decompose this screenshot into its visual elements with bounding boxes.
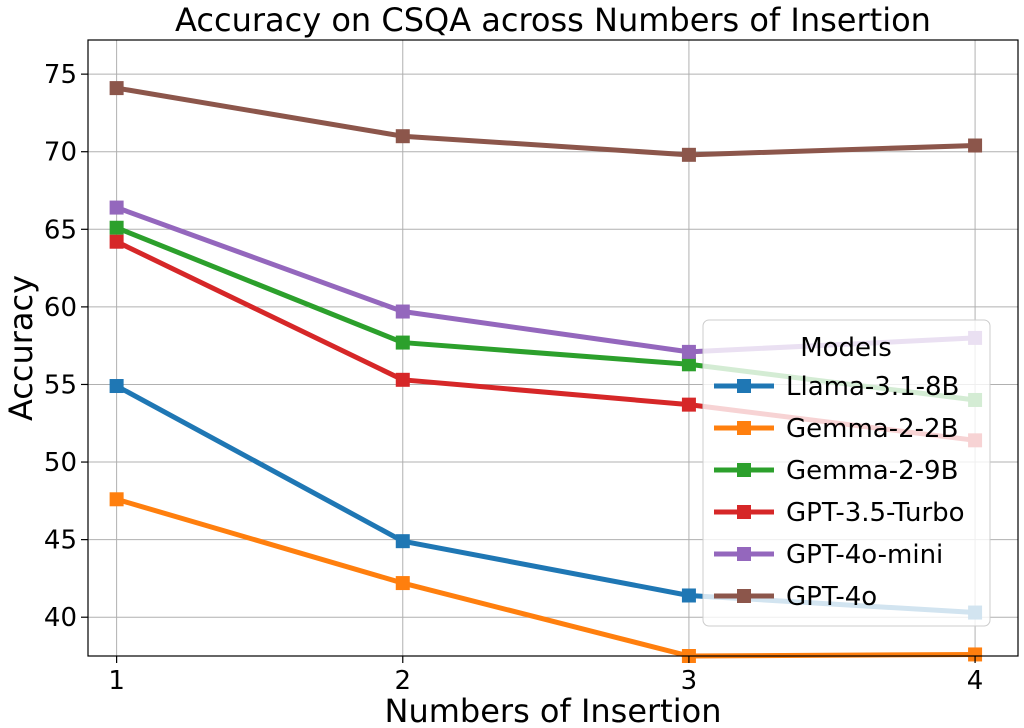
data-point xyxy=(681,357,696,372)
axis-ticks: 1 2 3 4 40 45 50 55 60 65 70 75 xyxy=(44,60,983,696)
legend-box xyxy=(702,319,991,627)
legend-title: Models xyxy=(800,333,892,363)
legend-label: GPT-4o-mini xyxy=(786,540,943,570)
y-tick-label: 55 xyxy=(44,370,77,400)
data-point xyxy=(395,304,410,319)
data-point xyxy=(395,372,410,387)
data-point xyxy=(109,200,124,215)
data-point xyxy=(968,647,983,662)
legend-swatch-marker xyxy=(737,589,751,603)
legend-swatch-marker xyxy=(737,463,751,477)
y-tick-label: 75 xyxy=(44,60,77,90)
data-point xyxy=(395,534,410,549)
data-point xyxy=(109,81,124,96)
legend-entries: Llama-3.1-8B Gemma-2-2B Gemma-2-9B GPT-3.5-… xyxy=(714,372,965,612)
data-point xyxy=(109,220,124,235)
legend-label: Llama-3.1-8B xyxy=(786,372,959,402)
legend-swatch-marker xyxy=(737,379,751,393)
series-gpt-4o xyxy=(109,81,983,162)
data-point xyxy=(968,138,983,153)
data-point xyxy=(395,129,410,144)
data-point xyxy=(395,576,410,591)
legend-label: GPT-3.5-Turbo xyxy=(786,498,965,528)
data-point xyxy=(681,397,696,412)
y-tick-label: 70 xyxy=(44,138,77,168)
y-axis-label: Accuracy xyxy=(2,275,40,421)
x-tick-label: 4 xyxy=(967,666,984,696)
y-tick-label: 40 xyxy=(44,603,77,633)
series-line xyxy=(115,496,976,659)
data-point xyxy=(109,379,124,394)
axes-frame xyxy=(87,39,1019,657)
legend-label: GPT-4o xyxy=(786,582,877,612)
y-tick-label: 50 xyxy=(44,448,77,478)
legend: Models Llama-3.1-8B Gemma-2-2B Gemma-2-9B G… xyxy=(702,319,991,627)
x-tick-label: 3 xyxy=(681,666,698,696)
legend-swatch-marker xyxy=(737,421,751,435)
data-point xyxy=(109,492,124,507)
legend-label: Gemma-2-2B xyxy=(786,414,958,444)
legend-swatch-marker xyxy=(737,547,751,561)
legend-label: Gemma-2-9B xyxy=(786,456,958,486)
data-point xyxy=(395,335,410,350)
series-gemma-2-2b xyxy=(109,492,983,663)
x-axis-label: Numbers of Insertion xyxy=(385,692,722,728)
x-tick-label: 2 xyxy=(394,666,411,696)
data-point xyxy=(681,588,696,603)
data-point xyxy=(681,147,696,162)
chart-title: Accuracy on CSQA across Numbers of Inser… xyxy=(175,1,931,39)
data-point xyxy=(681,344,696,359)
x-tick-label: 1 xyxy=(108,666,125,696)
y-tick-label: 60 xyxy=(44,293,77,323)
y-tick-label: 45 xyxy=(44,526,77,556)
data-point xyxy=(109,234,124,249)
legend-swatch-marker xyxy=(737,505,751,519)
y-tick-label: 65 xyxy=(44,215,77,245)
series-line xyxy=(116,85,976,158)
